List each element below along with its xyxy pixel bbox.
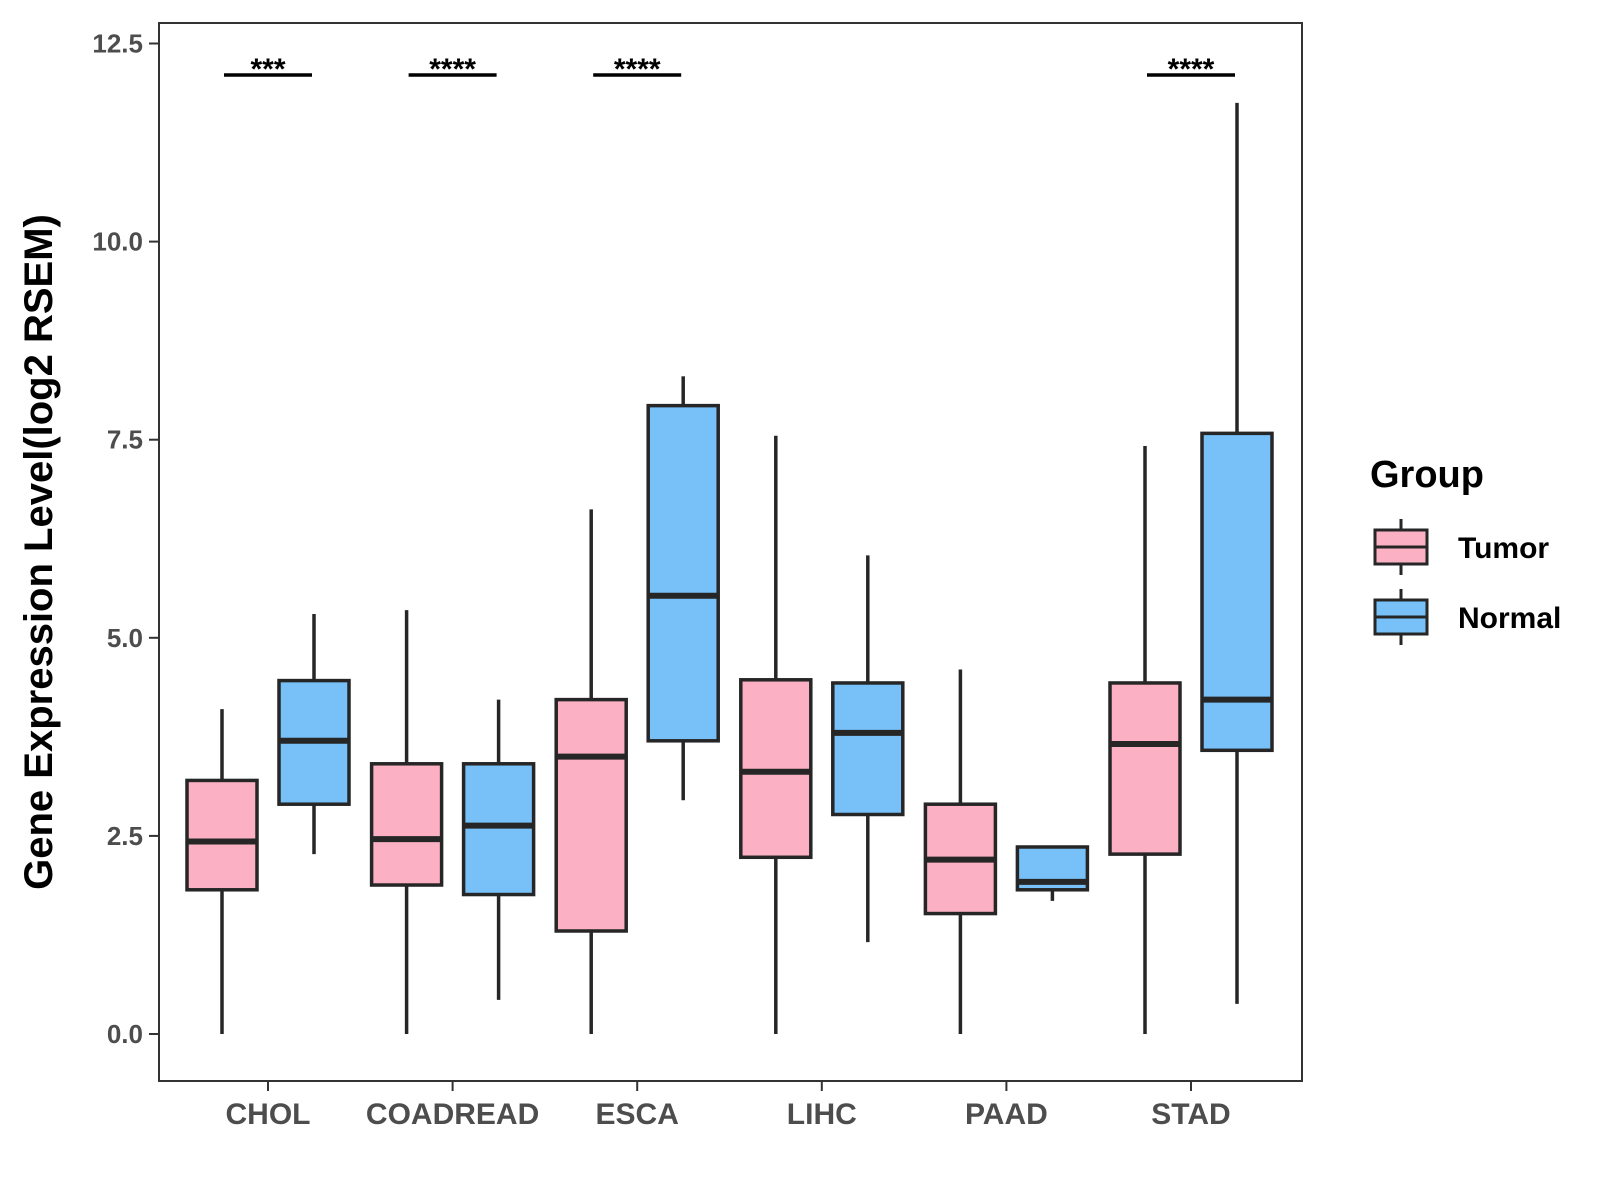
significance-label: *** xyxy=(250,53,285,86)
legend-item-normal: Normal xyxy=(1373,589,1561,645)
box-iqr xyxy=(461,762,536,897)
box-tumor-chol xyxy=(185,709,259,1034)
x-tick-label: PAAD xyxy=(965,1098,1048,1131)
box-tumor-stad xyxy=(1108,446,1182,1034)
x-axis: CHOL COADREAD ESCA LIHC PAAD STAD xyxy=(226,1081,1231,1131)
box-iqr xyxy=(185,778,259,892)
plot-area xyxy=(185,102,1274,1034)
legend-label: Normal xyxy=(1458,602,1561,635)
y-tick-label: 12.5 xyxy=(92,29,143,59)
box-normal-stad xyxy=(1200,102,1274,1004)
y-axis-label: Gene Expression Level(log2 RSEM) xyxy=(17,214,61,890)
box-normal-lihc xyxy=(831,555,905,943)
box-iqr xyxy=(739,678,813,860)
box-iqr xyxy=(1108,681,1182,856)
legend-label: Tumor xyxy=(1458,532,1549,565)
significance-stad: **** xyxy=(1147,53,1235,86)
box-iqr xyxy=(646,403,720,743)
y-tick-label: 2.5 xyxy=(107,821,143,851)
x-tick-label: COADREAD xyxy=(366,1098,539,1131)
legend-items: Tumor Normal xyxy=(1373,519,1561,645)
x-tick-label: LIHC xyxy=(787,1098,857,1131)
box-tumor-coadread xyxy=(369,610,444,1034)
legend: Group Tumor Normal xyxy=(1370,454,1561,645)
x-tick-label: ESCA xyxy=(596,1098,679,1131)
significance-coadread: **** xyxy=(408,53,497,86)
y-axis: 0.0 2.5 5.0 7.5 10.0 12.5 xyxy=(92,29,159,1049)
significance-annotations: *** **** **** **** xyxy=(224,53,1235,86)
box-normal-coadread xyxy=(461,699,536,1000)
box-iqr xyxy=(554,697,628,933)
y-tick-label: 0.0 xyxy=(107,1019,143,1049)
x-tick-label: STAD xyxy=(1151,1098,1230,1131)
box-tumor-paad xyxy=(923,669,998,1034)
significance-label: **** xyxy=(614,53,661,86)
legend-item-tumor: Tumor xyxy=(1373,519,1549,575)
box-iqr xyxy=(1200,431,1274,753)
significance-chol: *** xyxy=(224,53,312,86)
box-iqr xyxy=(831,681,905,817)
y-tick-label: 10.0 xyxy=(92,227,143,257)
x-tick-label: CHOL xyxy=(226,1098,311,1131)
significance-label: **** xyxy=(1168,53,1215,86)
box-normal-chol xyxy=(277,614,351,855)
significance-esca: **** xyxy=(593,53,682,86)
plot-panel-border xyxy=(158,22,1303,1082)
significance-label: **** xyxy=(429,53,476,86)
box-normal-paad xyxy=(1015,845,1090,901)
box-tumor-esca xyxy=(554,509,628,1034)
y-tick-label: 5.0 xyxy=(107,623,143,653)
box-iqr xyxy=(369,762,444,887)
box-normal-esca xyxy=(646,376,720,801)
y-tick-label: 7.5 xyxy=(107,425,143,455)
legend-title: Group xyxy=(1370,454,1484,496)
box-tumor-lihc xyxy=(739,435,813,1034)
